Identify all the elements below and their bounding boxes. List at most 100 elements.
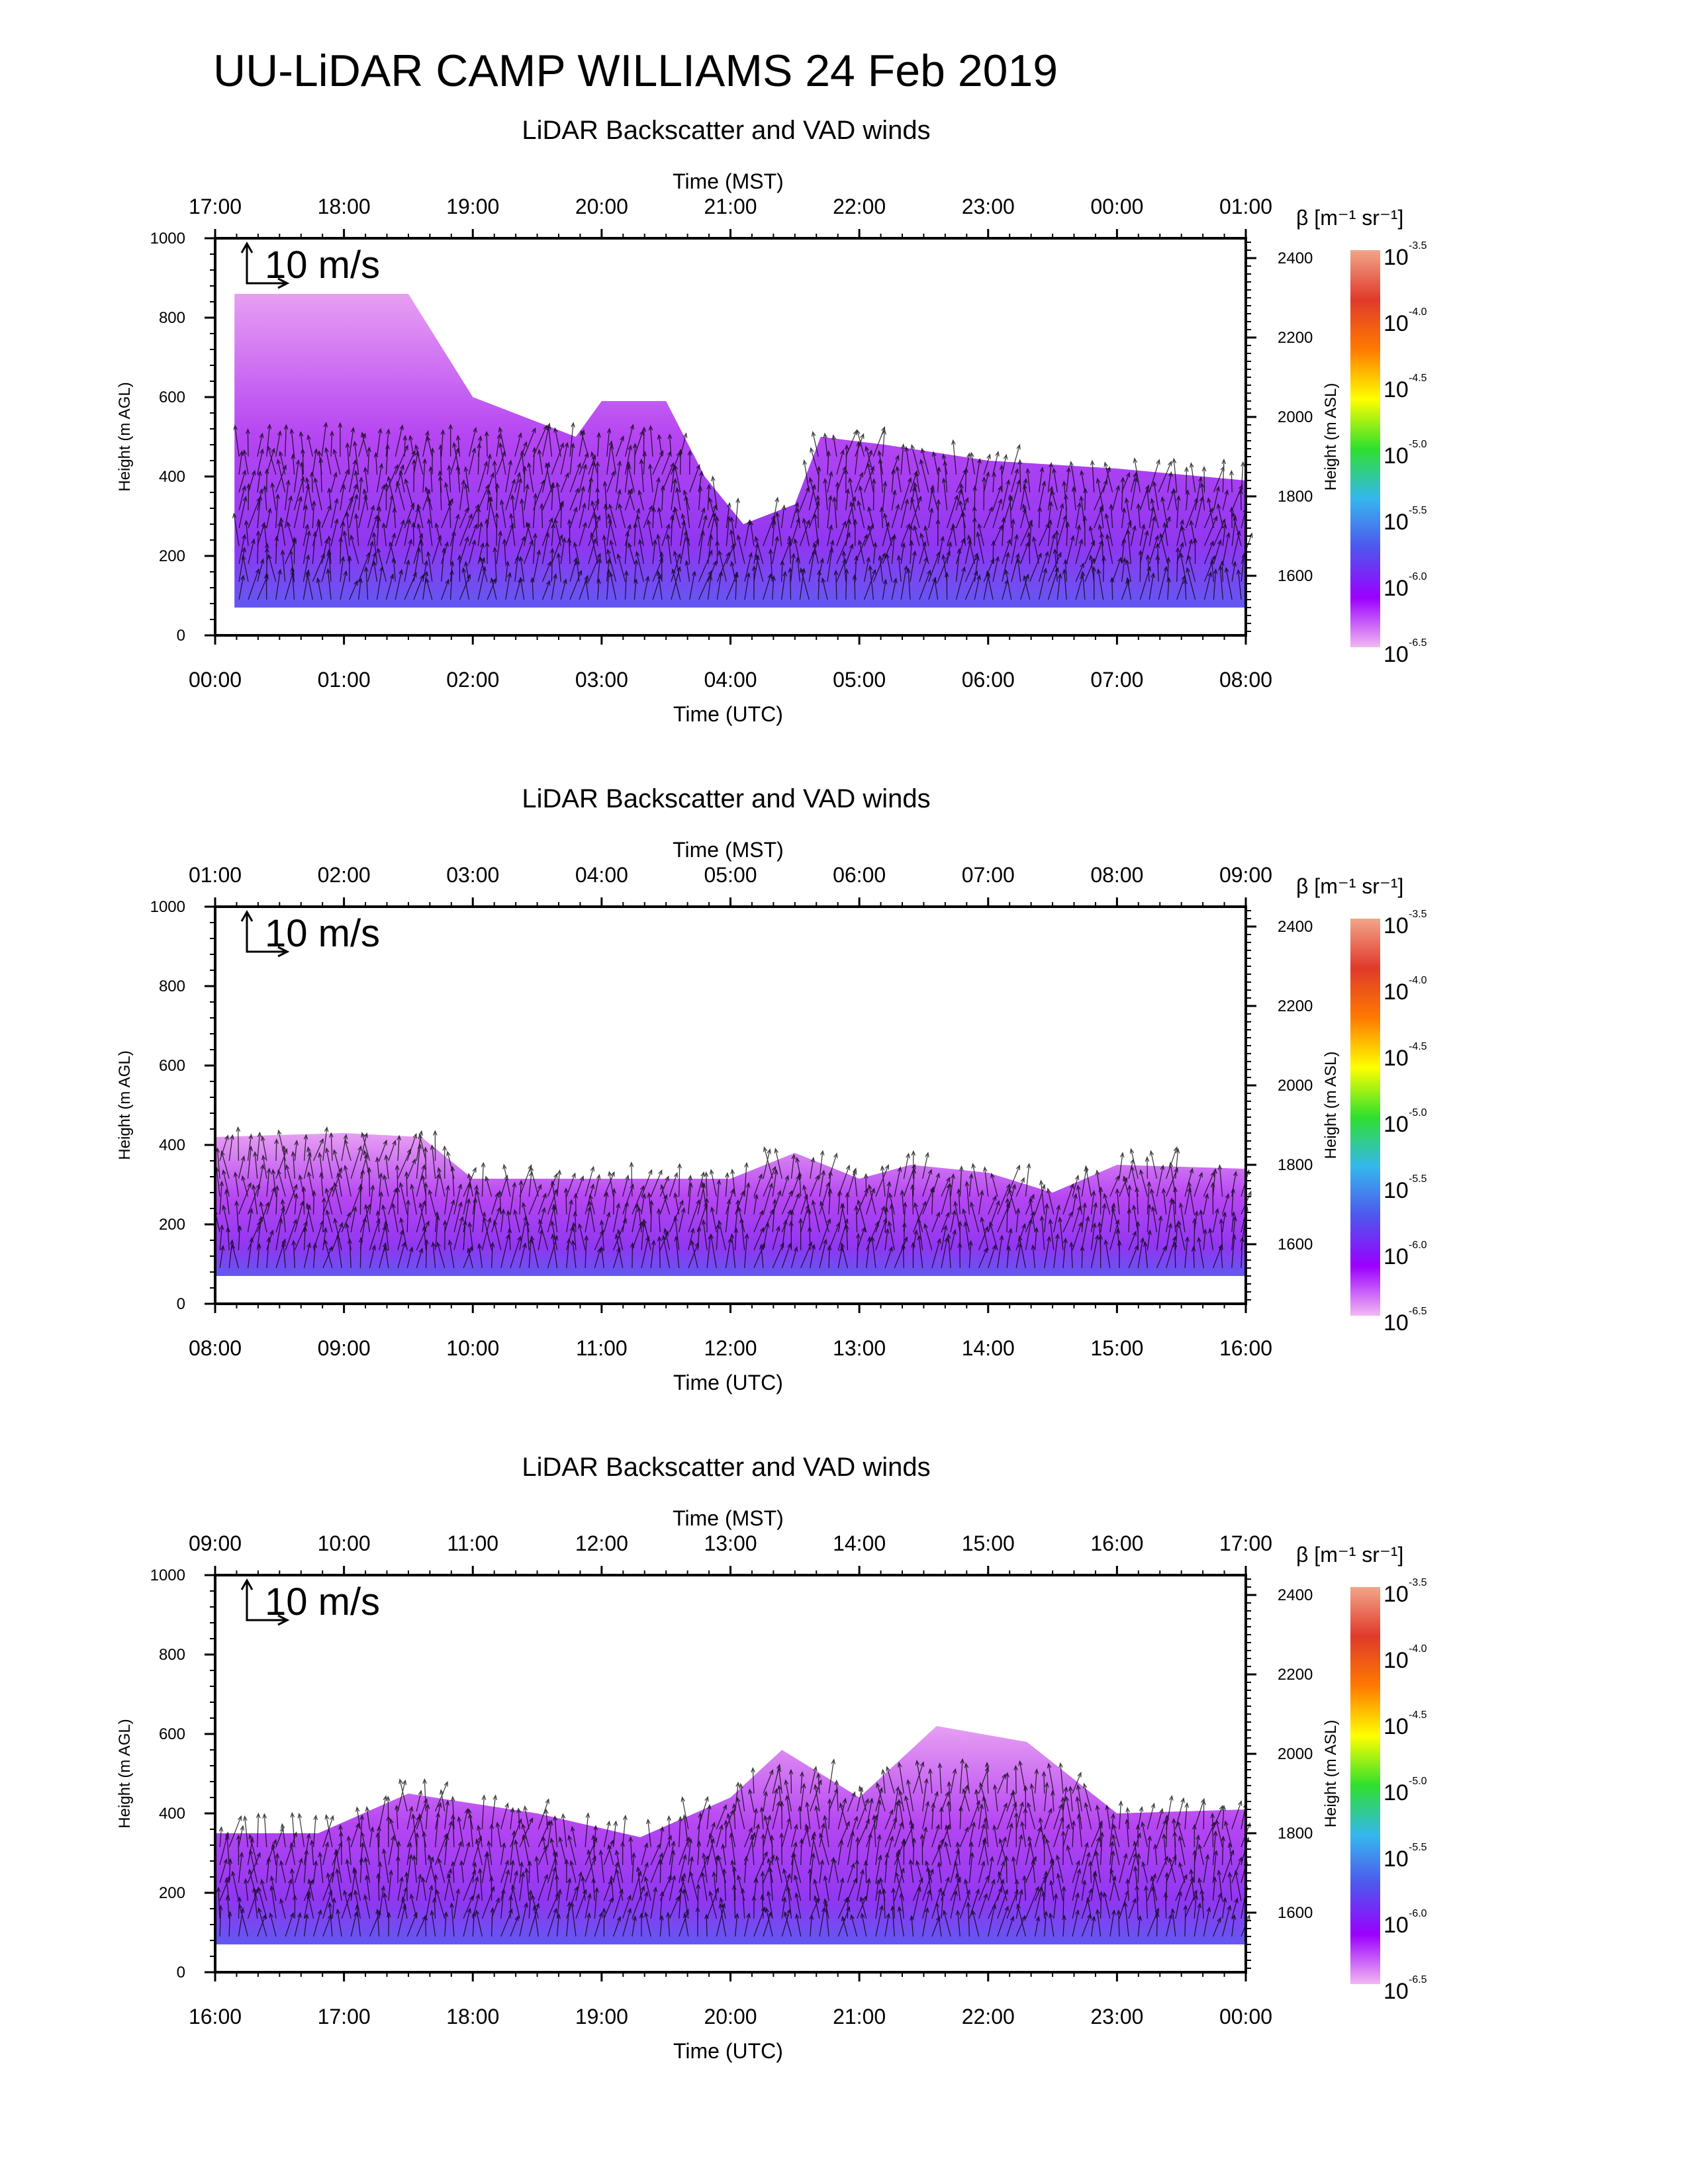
wind-arrow xyxy=(280,1899,286,1919)
wind-arrow xyxy=(763,1815,771,1848)
wind-arrow-head xyxy=(689,1871,694,1878)
wind-arrow-head xyxy=(225,1834,230,1841)
wind-arrow-head xyxy=(876,1782,880,1788)
wind-arrow-head xyxy=(326,568,331,574)
wind-arrow xyxy=(283,1146,286,1179)
wind-arrow-head xyxy=(607,513,612,520)
wind-arrow-head xyxy=(1056,1204,1061,1210)
y2-tick-label: 2400 xyxy=(1278,918,1313,936)
wind-arrow-head xyxy=(490,1242,495,1248)
wind-arrow xyxy=(601,1220,605,1251)
wind-arrow-head xyxy=(334,518,339,524)
wind-arrow xyxy=(999,1839,1008,1866)
wind-arrow-head xyxy=(606,548,611,555)
wind-arrow xyxy=(538,1799,549,1830)
reference-vector-arrow xyxy=(246,913,285,953)
wind-arrow-head xyxy=(947,541,953,547)
wind-arrow-head xyxy=(477,1243,482,1249)
wind-arrow-head xyxy=(786,539,791,545)
wind-arrow-head xyxy=(1168,1913,1173,1919)
wind-arrow xyxy=(385,495,393,529)
wind-arrow xyxy=(912,1887,921,1919)
wind-arrow xyxy=(283,1242,286,1269)
wind-arrow xyxy=(377,1909,380,1937)
wind-arrow xyxy=(912,1185,914,1215)
wind-arrow xyxy=(772,576,774,600)
wind-arrow-head xyxy=(751,1831,756,1838)
wind-arrow xyxy=(675,1236,680,1269)
wind-arrow-head xyxy=(565,472,569,478)
wind-arrow-head xyxy=(1163,565,1168,572)
wind-arrow-head xyxy=(276,459,281,465)
wind-arrow-head xyxy=(345,1222,350,1228)
wind-arrow-head xyxy=(823,1875,828,1881)
wind-arrow xyxy=(1209,1228,1214,1251)
wind-arrow xyxy=(481,1218,491,1251)
wind-arrow-head xyxy=(224,1877,229,1884)
wind-arrow-head xyxy=(678,1815,682,1822)
wind-arrow-head xyxy=(1125,559,1130,565)
wind-arrow xyxy=(445,482,451,511)
wind-arrow-head xyxy=(702,1852,706,1858)
wind-arrow-head xyxy=(422,1831,427,1837)
wind-arrow-head xyxy=(1132,1897,1137,1903)
wind-arrow-head xyxy=(423,1798,428,1804)
wind-arrow-head xyxy=(389,1869,393,1876)
wind-arrow-head xyxy=(408,538,412,545)
wind-arrow-head xyxy=(859,1896,865,1902)
wind-arrow-head xyxy=(485,1850,490,1857)
wind-arrow-head xyxy=(363,1203,369,1210)
wind-arrow-head xyxy=(973,570,978,576)
wind-arrow-head xyxy=(900,443,906,449)
wind-arrow xyxy=(477,522,482,547)
colorbar-tick-base: 10 xyxy=(1383,377,1409,402)
wind-arrow-head xyxy=(696,1883,701,1889)
wind-arrow xyxy=(1094,1872,1102,1901)
wind-arrow xyxy=(657,571,663,600)
wind-arrow xyxy=(697,1841,700,1866)
wind-arrow-head xyxy=(1100,531,1104,538)
wind-arrow xyxy=(767,1891,773,1919)
wind-arrow-head xyxy=(1098,1234,1103,1240)
wind-arrow-head xyxy=(269,1229,274,1236)
wind-arrow-head xyxy=(995,555,1000,562)
wind-arrow-head xyxy=(377,1861,383,1867)
x-tick-label: 16:00 xyxy=(1219,1336,1272,1360)
wind-arrow xyxy=(514,1210,520,1233)
wind-arrow-head xyxy=(645,1235,650,1242)
wind-arrow-head xyxy=(430,1856,434,1862)
wind-arrow xyxy=(1090,1916,1095,1937)
wind-arrow xyxy=(633,430,643,457)
wind-arrow-head xyxy=(416,523,422,529)
wind-arrow-head xyxy=(1096,477,1101,484)
wind-arrow-head xyxy=(998,1838,1004,1844)
wind-arrow xyxy=(413,508,419,529)
wind-arrow xyxy=(1062,1886,1064,1919)
wind-arrow xyxy=(716,571,722,600)
wind-arrow-head xyxy=(970,1851,974,1858)
wind-arrow xyxy=(361,1132,371,1161)
wind-arrow-head xyxy=(567,1835,572,1841)
wind-arrow xyxy=(1075,525,1080,547)
wind-arrow xyxy=(406,1843,411,1866)
wind-arrow xyxy=(261,1136,267,1161)
wind-arrow-head xyxy=(382,1848,387,1854)
wind-arrow-head xyxy=(1132,1230,1137,1236)
wind-arrow-head xyxy=(886,1766,890,1772)
wind-arrow xyxy=(477,558,485,582)
wind-arrow xyxy=(931,1173,940,1197)
wind-arrow xyxy=(938,1862,942,1884)
wind-arrow-head xyxy=(595,461,600,467)
wind-arrow xyxy=(1062,1212,1073,1233)
wind-arrow-head xyxy=(644,1911,649,1918)
wind-arrow-head xyxy=(510,494,515,500)
wind-arrow-head xyxy=(821,1822,825,1829)
wind-arrow-head xyxy=(832,496,837,502)
wind-arrow-head xyxy=(850,1862,855,1869)
wind-arrow-head xyxy=(561,537,567,543)
wind-arrow-head xyxy=(514,1839,518,1845)
wind-arrow-head xyxy=(367,446,371,453)
wind-arrow-head xyxy=(571,1240,576,1246)
wind-arrow xyxy=(582,1876,586,1901)
wind-arrow xyxy=(355,514,359,547)
